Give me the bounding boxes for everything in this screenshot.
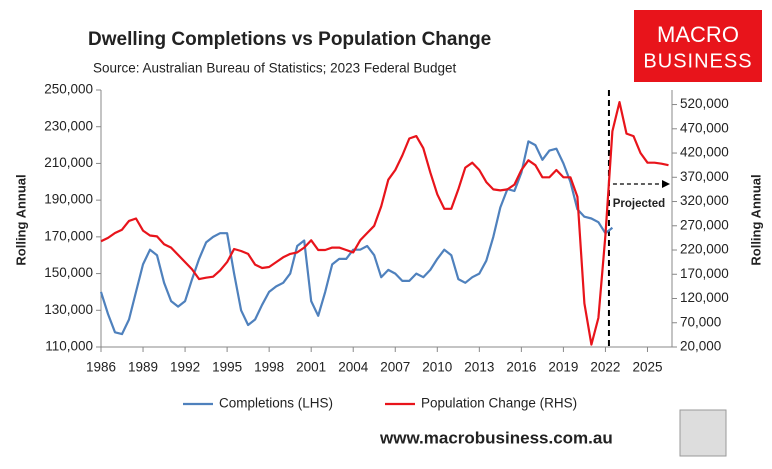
- series-line: [99, 140, 614, 336]
- y-tick-label: 170,000: [44, 228, 93, 243]
- y-tick-label: 210,000: [44, 155, 93, 170]
- x-tick-label: 2025: [632, 360, 662, 375]
- y-tick-label: 230,000: [44, 118, 93, 133]
- x-tick-label: 1992: [170, 360, 200, 375]
- x-tick-label: 1995: [212, 360, 242, 375]
- x-tick-label: 2022: [590, 360, 620, 375]
- chart-title: Dwelling Completions vs Population Chang…: [88, 29, 491, 50]
- y2-tick-label: 70,000: [680, 314, 721, 329]
- y2-tick-label: 320,000: [680, 193, 729, 208]
- y2-tick-label: 170,000: [680, 266, 729, 281]
- x-tick-label: 2013: [464, 360, 494, 375]
- y-tick-label: 250,000: [44, 82, 93, 97]
- x-tick-label: 2010: [422, 360, 452, 375]
- logo-text: MACRO: [657, 22, 739, 47]
- legend-label: Population Change (RHS): [421, 396, 577, 411]
- chart-subtitle: Source: Australian Bureau of Statistics;…: [93, 61, 456, 76]
- y2-tick-label: 270,000: [680, 217, 729, 232]
- y2-tick-label: 420,000: [680, 145, 729, 160]
- wolf-icon: [679, 409, 727, 457]
- y2-axis-label: Rolling Annual: [748, 174, 763, 265]
- y2-tick-label: 20,000: [680, 339, 721, 354]
- y2-tick-label: 470,000: [680, 120, 729, 135]
- x-tick-label: 2004: [338, 360, 369, 375]
- y-tick-label: 190,000: [44, 192, 93, 207]
- y-tick-label: 110,000: [45, 339, 93, 354]
- y2-tick-label: 370,000: [680, 169, 729, 184]
- footer-url: www.macrobusiness.com.au: [379, 428, 613, 447]
- y-tick-label: 130,000: [44, 302, 93, 317]
- logo-text: BUSINESS: [643, 50, 752, 72]
- annotation: Projected: [613, 198, 665, 210]
- y2-tick-label: 520,000: [680, 96, 729, 111]
- x-tick-label: 1986: [86, 360, 116, 375]
- projection-arrowhead: [662, 180, 670, 188]
- x-tick-label: 1998: [254, 360, 284, 375]
- y-axis-label: Rolling Annual: [13, 174, 28, 265]
- y-tick-label: 150,000: [44, 265, 93, 280]
- x-tick-label: 1989: [128, 360, 158, 375]
- logo-box: [634, 10, 762, 82]
- x-tick-label: 2001: [296, 360, 326, 375]
- x-tick-label: 2016: [506, 360, 536, 375]
- y2-tick-label: 120,000: [680, 290, 729, 305]
- x-tick-label: 2007: [380, 360, 410, 375]
- y2-tick-label: 220,000: [680, 242, 729, 257]
- series-line: [100, 101, 669, 346]
- x-tick-label: 2019: [548, 360, 578, 375]
- legend-label: Completions (LHS): [219, 396, 333, 411]
